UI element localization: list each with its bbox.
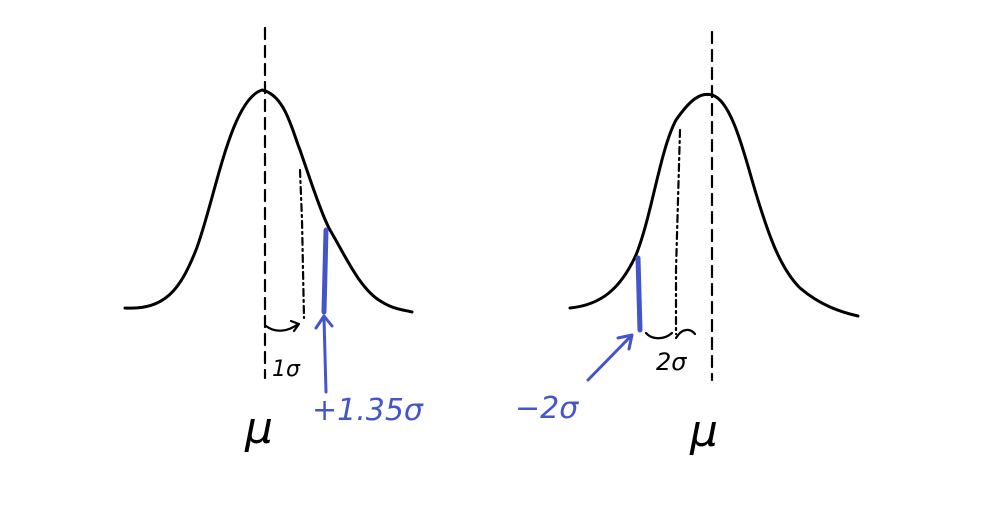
right-diagram: 2σ μ −2σ	[515, 30, 860, 457]
left-bell-curve	[123, 88, 414, 314]
left-sigma-bracket	[264, 319, 301, 333]
left-marker-bar	[321, 227, 329, 315]
left-sigma-dashdot-line	[298, 168, 306, 320]
left-diagram: 1σ μ +1.35σ	[123, 26, 424, 454]
left-marker-arrow	[314, 314, 334, 394]
right-marker-label: −2σ	[515, 391, 579, 426]
right-marker-bar	[635, 255, 643, 333]
right-mean-label: μ	[689, 406, 718, 457]
right-sigma-bracket	[644, 328, 697, 340]
left-marker-label: +1.35σ	[312, 393, 424, 428]
left-mean-label: μ	[244, 403, 273, 454]
right-bell-curve	[568, 92, 860, 318]
right-sigma-dashdot-line	[674, 128, 682, 336]
left-sd-label: 1σ	[272, 357, 301, 382]
right-sd-label: 2σ	[656, 348, 687, 376]
right-marker-arrow	[586, 333, 634, 382]
